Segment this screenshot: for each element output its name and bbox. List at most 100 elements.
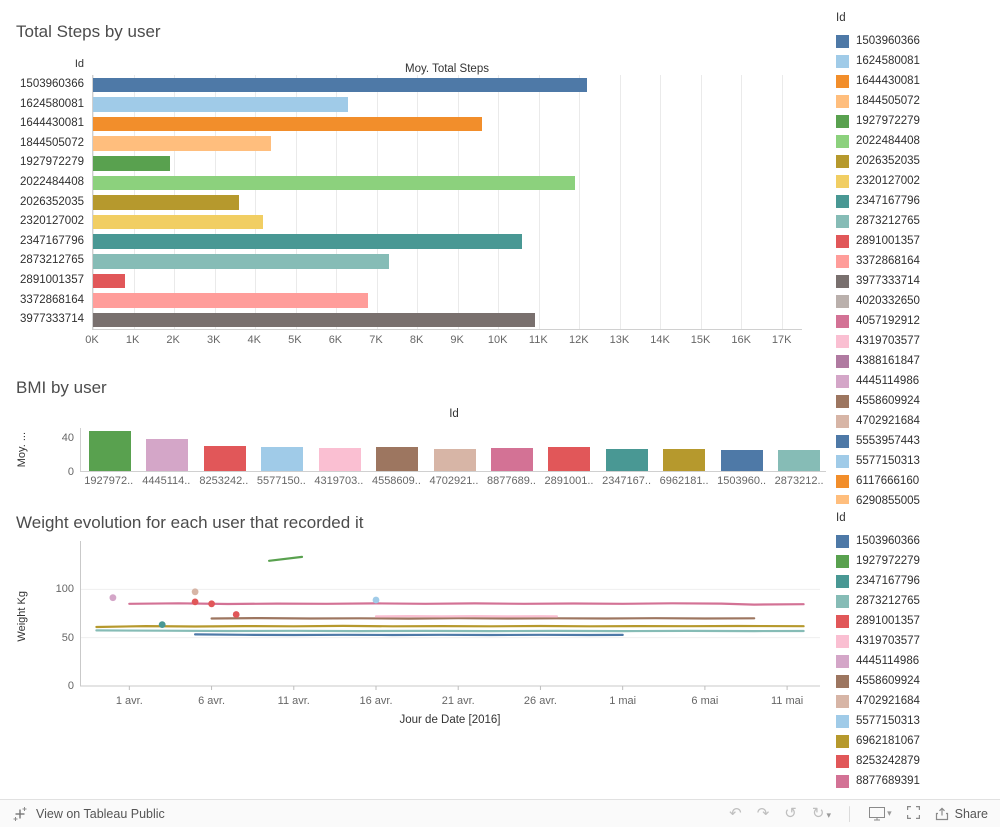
series-line-8877689391[interactable] [128,602,805,606]
undo-icon[interactable]: ↶ [729,805,742,822]
legend-item-label: 6290855005 [856,495,920,504]
legend-item-2347167796[interactable]: 2347167796 [836,571,998,591]
steps-bar-1624580081[interactable] [93,97,349,112]
series-line-1927972279[interactable] [268,555,304,562]
legend-item-8253242879[interactable]: 8253242879 [836,751,998,771]
series-point-4445114986[interactable] [109,594,117,602]
bmi-bar-2347167..[interactable] [605,449,648,471]
steps-bar-1503960366[interactable] [93,77,588,93]
legend-item-2022484408[interactable]: 2022484408 [836,131,998,151]
legend-item-2873212765[interactable]: 2873212765 [836,591,998,611]
x-tick-label: 12K [569,334,589,346]
legend-item-2873212765[interactable]: 2873212765 [836,211,998,231]
series-line-2873212765[interactable] [95,629,805,633]
bmi-bar-8877689..[interactable] [491,447,534,471]
steps-bar-2022484408[interactable] [93,175,576,191]
steps-bar-3977333714[interactable] [93,312,535,328]
legend-item-4057192912[interactable]: 4057192912 [836,311,998,331]
tableau-toolbar: View on Tableau Public ↶ ↷ ↺ ↻ ▾ │ ▾ [0,799,1000,827]
legend-item-8877689391[interactable]: 8877689391 [836,771,998,791]
legend-item-1927972279[interactable]: 1927972279 [836,111,998,131]
x-tick-label: 15K [690,334,711,346]
steps-bar-1644430081[interactable] [93,116,482,132]
legend-item-1927972279[interactable]: 1927972279 [836,551,998,571]
legend-item-2347167796[interactable]: 2347167796 [836,191,998,211]
redo-icon[interactable]: ↷ [756,805,770,822]
steps-bar-2320127002[interactable] [93,214,264,230]
steps-bar-2873212765[interactable] [93,254,389,269]
bmi-bar-5577150..[interactable] [261,447,304,471]
legend-item-label: 4388161847 [856,355,920,367]
bmi-bar-slot [138,439,195,471]
bmi-bar-4445114..[interactable] [146,439,189,471]
share-button[interactable]: Share [935,807,988,821]
refresh-icon[interactable]: ↻ ▾ [811,805,831,822]
legend-item-1503960366[interactable]: 1503960366 [836,31,998,51]
bmi-bar-2891001..[interactable] [548,446,591,471]
replay-icon[interactable]: ↺ [784,805,797,822]
legend-item-1624580081[interactable]: 1624580081 [836,51,998,71]
legend-item-6962181067[interactable]: 6962181067 [836,731,998,751]
bmi-bar-slot [311,447,368,471]
legend-item-5577150313[interactable]: 5577150313 [836,711,998,731]
steps-bar-2891001357[interactable] [93,273,126,289]
bmi-bar-slot [713,449,770,471]
legend-item-6117666160[interactable]: 6117666160 [836,471,998,491]
legend-item-3372868164[interactable]: 3372868164 [836,251,998,271]
bmi-bar-4702921..[interactable] [433,448,476,471]
legend-item-4702921684[interactable]: 4702921684 [836,691,998,711]
series-point-5577150313[interactable] [372,596,380,604]
steps-bar-2026352035[interactable] [93,195,239,210]
steps-bar-1927972279[interactable] [93,156,170,171]
legend-item-4558609924[interactable]: 4558609924 [836,391,998,411]
steps-bar-3372868164[interactable] [93,293,369,308]
steps-bar-2347167796[interactable] [93,234,523,249]
legend-item-4558609924[interactable]: 4558609924 [836,671,998,691]
bmi-bar-slot [253,447,310,471]
view-on-tableau-public-link[interactable]: View on Tableau Public [12,806,165,822]
series-point-8253242879[interactable] [232,611,240,618]
fullscreen-button[interactable] [906,805,920,822]
legend-item-4319703577[interactable]: 4319703577 [836,631,998,651]
bmi-bar-6962181..[interactable] [663,449,706,471]
legend-item-1503960366[interactable]: 1503960366 [836,531,998,551]
bmi-bar-4558609..[interactable] [376,447,419,471]
bmi-bar-slot [483,447,540,471]
series-point-8253242879[interactable] [208,600,216,608]
series-point-2347167796[interactable] [158,621,166,628]
bmi-bar-8253242..[interactable] [203,445,246,471]
legend-item-4020332650[interactable]: 4020332650 [836,291,998,311]
legend-item-4445114986[interactable]: 4445114986 [836,371,998,391]
legend-swatch [836,254,849,268]
series-point-4702921684[interactable] [191,588,199,596]
legend-item-6290855005[interactable]: 6290855005 [836,491,998,504]
legend-item-1644430081[interactable]: 1644430081 [836,71,998,91]
legend-item-2320127002[interactable]: 2320127002 [836,171,998,191]
series-point-8253242879[interactable] [191,598,199,606]
legend-item-4445114986[interactable]: 4445114986 [836,651,998,671]
bmi-bar-2873212..[interactable] [778,450,821,471]
legend-swatch [836,294,849,308]
weight-x-tick-label: 16 avr. [359,695,393,707]
legend-item-4388161847[interactable]: 4388161847 [836,351,998,371]
toolbar-separator: │ [845,806,855,821]
steps-bar-1844505072[interactable] [93,136,272,151]
legend-item-2026352035[interactable]: 2026352035 [836,151,998,171]
legend-item-4702921684[interactable]: 4702921684 [836,411,998,431]
legend-item-2891001357[interactable]: 2891001357 [836,611,998,631]
gridline [417,75,419,329]
legend-item-2891001357[interactable]: 2891001357 [836,231,998,251]
legend-item-5577150313[interactable]: 5577150313 [836,451,998,471]
legend-item-3977333714[interactable]: 3977333714 [836,271,998,291]
bmi-bar-1927972..[interactable] [88,431,131,471]
bmi-bar-1503960..[interactable] [720,449,763,471]
bmi-bar-4319703..[interactable] [318,447,361,471]
series-line-6962181067[interactable] [95,624,805,629]
legend-item-5553957443[interactable]: 5553957443 [836,431,998,451]
series-line-4558609924[interactable] [210,616,756,620]
display-mode-button[interactable]: ▾ [869,806,892,821]
series-line-1503960366[interactable] [193,633,624,637]
legend-item-1844505072[interactable]: 1844505072 [836,91,998,111]
legend-item-4319703577[interactable]: 4319703577 [836,331,998,351]
legend-item-label: 2320127002 [856,175,920,187]
